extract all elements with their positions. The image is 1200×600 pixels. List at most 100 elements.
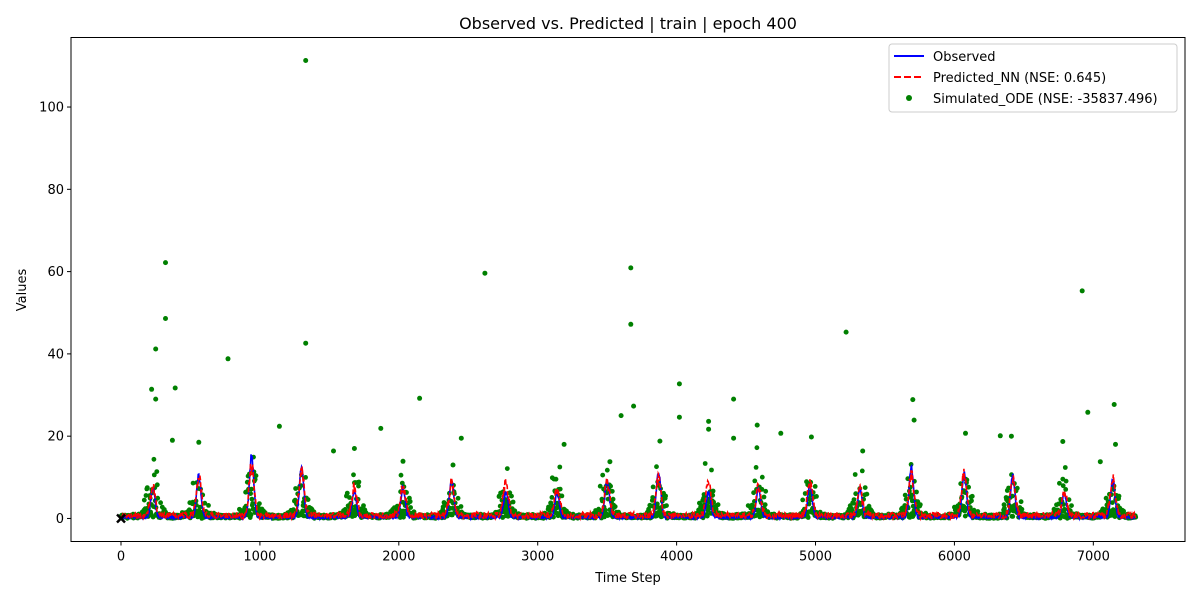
simulated-point (1116, 493, 1122, 499)
simulated-outlier-point (607, 459, 613, 465)
simulated-outlier-point (303, 340, 309, 346)
simulated-outlier-point (997, 433, 1003, 439)
y-tick-label: 0 (56, 512, 64, 527)
simulated-point (612, 504, 618, 509)
simulated-point (851, 497, 857, 502)
simulated-point (559, 493, 565, 499)
legend-simulated-label: Simulated_ODE (NSE: -35837.496) (933, 92, 1158, 107)
simulated-point (650, 484, 656, 490)
simulated-point (248, 512, 254, 518)
simulated-point (557, 464, 563, 470)
simulated-point (361, 503, 366, 508)
simulated-outlier-point (706, 418, 712, 424)
simulated-point (655, 505, 661, 510)
simulated-point (800, 497, 806, 503)
simulated-point (812, 484, 818, 489)
simulated-outlier-point (400, 458, 406, 464)
legend-observed-label: Observed (933, 50, 996, 65)
simulated-outlier-point (1097, 459, 1103, 465)
simulated-outlier-point (731, 435, 737, 441)
simulated-outlier-point (169, 437, 175, 443)
simulated-point (398, 472, 404, 478)
simulated-point (1014, 485, 1020, 491)
simulated-outlier-point (754, 422, 760, 428)
simulated-outlier-point (303, 58, 309, 63)
simulated-point (154, 469, 160, 474)
simulated-point (664, 503, 669, 508)
x-tick-label: 6000 (938, 550, 971, 565)
simulated-outlier-point (1085, 409, 1091, 415)
simulated-point (557, 486, 563, 492)
simulated-outlier-point (618, 413, 624, 419)
simulated-point (458, 504, 464, 509)
y-tick-label: 100 (39, 101, 64, 116)
simulated-outlier-point (458, 435, 464, 441)
simulated-point (356, 483, 361, 489)
simulated-outlier-point (172, 385, 178, 391)
simulated-point (654, 464, 659, 470)
simulated-outlier-point (731, 396, 737, 402)
simulated-point (553, 476, 559, 482)
simulated-point (1018, 499, 1024, 505)
simulated-point (597, 483, 603, 489)
x-tick-label: 4000 (660, 550, 693, 565)
simulated-point (754, 445, 760, 451)
simulated-outlier-point (963, 430, 968, 436)
simulated-point (206, 503, 211, 508)
simulated-point (143, 493, 149, 498)
simulated-point (604, 467, 610, 473)
simulated-point (814, 494, 819, 499)
simulated-point (807, 497, 813, 503)
simulated-outlier-point (657, 438, 663, 444)
simulated-outlier-point (860, 448, 866, 454)
simulated-point (202, 500, 208, 506)
simulated-point (763, 488, 769, 494)
simulated-outlier-point (911, 417, 917, 423)
simulated-point (802, 491, 808, 496)
simulated-point (293, 486, 298, 491)
simulated-point (609, 488, 615, 494)
simulated-point (351, 472, 356, 478)
simulated-point (1063, 487, 1069, 492)
simulated-outlier-point (153, 346, 159, 352)
simulated-point (151, 456, 157, 462)
simulated-point (713, 506, 719, 512)
simulated-point (249, 486, 254, 492)
x-tick-label: 3000 (521, 550, 554, 565)
y-tick-label: 80 (47, 183, 64, 198)
simulated-point (358, 506, 364, 512)
simulated-point (805, 515, 811, 520)
simulated-point (610, 496, 616, 502)
simulated-point (151, 472, 157, 478)
simulated-outlier-point (628, 265, 634, 271)
simulated-point (455, 495, 461, 501)
simulated-outlier-point (378, 425, 384, 431)
simulated-point (408, 505, 413, 510)
y-axis-label: Values (15, 269, 30, 312)
y-tick-label: 40 (47, 347, 64, 362)
x-tick-label: 5000 (799, 550, 832, 565)
simulated-point (710, 488, 716, 494)
simulated-outlier-point (808, 434, 814, 440)
x-tick-label: 2000 (382, 550, 415, 565)
simulated-outlier-point (163, 316, 168, 321)
simulated-outlier-point (351, 446, 357, 451)
simulated-point (510, 499, 516, 505)
simulated-point (509, 493, 514, 499)
simulated-point (347, 495, 352, 500)
plot-area (116, 58, 1139, 524)
simulated-point (969, 493, 975, 499)
x-tick-label: 0 (117, 550, 125, 565)
legend-simulated-swatch (906, 95, 912, 101)
simulated-outlier-point (153, 396, 159, 402)
simulated-point (257, 501, 262, 506)
simulated-outlier-point (1008, 433, 1014, 439)
x-axis-label: Time Step (594, 571, 661, 586)
simulated-point (762, 502, 768, 508)
simulated-point (158, 500, 164, 506)
simulated-point (399, 480, 405, 486)
simulated-point (1069, 503, 1074, 508)
simulated-point (969, 498, 974, 504)
simulated-outlier-point (225, 356, 231, 362)
simulated-outlier-point (149, 386, 155, 392)
